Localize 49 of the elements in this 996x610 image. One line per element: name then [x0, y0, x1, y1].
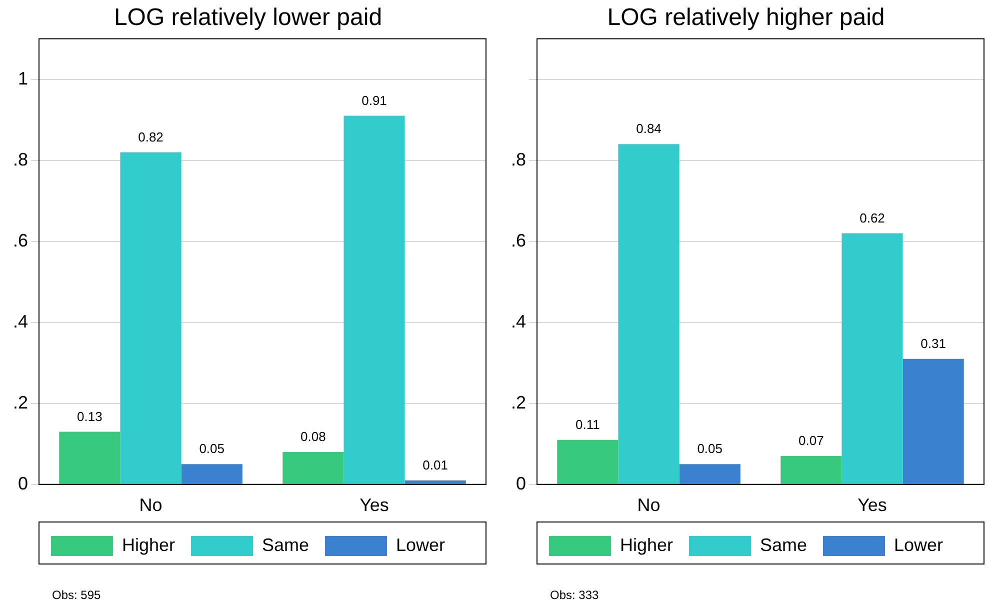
y-tick-label: .2: [12, 392, 28, 412]
bar: [282, 452, 344, 484]
legend-label: Higher: [620, 534, 673, 555]
y-tick-label: .4: [12, 311, 28, 332]
bar: [679, 464, 740, 484]
legend-label: Same: [262, 534, 310, 555]
text: Obs: 333: [550, 588, 599, 602]
bar: [404, 480, 466, 484]
bar: [780, 456, 842, 484]
x-tick-label: Yes: [360, 495, 389, 516]
y-tick-label: .6: [510, 230, 526, 250]
bar: [120, 152, 182, 484]
y-tick-label: 0: [18, 473, 28, 494]
data-label: 0.82: [138, 129, 164, 144]
data-label: 0.07: [798, 433, 824, 448]
bar: [902, 358, 964, 484]
bar: [181, 464, 242, 484]
bar: [557, 440, 618, 484]
chart-title: LOG relatively lower paid: [114, 4, 382, 32]
data-label: 0.08: [300, 429, 326, 444]
y-tick-label: 1: [18, 68, 28, 88]
y-tick-label: .8: [510, 149, 526, 170]
y-tick-label: .2: [510, 392, 526, 412]
data-label: 0.84: [636, 121, 662, 136]
data-label: 0.91: [362, 92, 387, 108]
y-tick-label: .6: [12, 230, 28, 250]
bar: [59, 432, 120, 484]
y-tick-label: 0: [516, 473, 526, 494]
x-tick-label: No: [139, 495, 162, 516]
legend-label: Lower: [396, 534, 446, 555]
text: Obs: 595: [52, 588, 101, 602]
chart-title: LOG relatively higher paid: [607, 4, 885, 32]
data-label: 0.01: [422, 457, 448, 472]
data-label: 0.13: [77, 408, 102, 424]
y-tick-label: .4: [510, 311, 526, 332]
data-label: 0.11: [576, 416, 600, 432]
data-label: 0.05: [199, 441, 225, 456]
y-tick-label: .8: [12, 149, 28, 170]
data-label: 0.05: [697, 441, 723, 456]
legend-label: Same: [760, 534, 808, 555]
legend-label: Higher: [122, 534, 175, 555]
bar: [842, 233, 903, 484]
bar: [618, 144, 680, 484]
x-tick-label: Yes: [858, 495, 887, 516]
legend-label: Lower: [894, 534, 944, 555]
bar: [344, 116, 405, 484]
data-label: 0.31: [920, 336, 946, 351]
x-tick-label: No: [637, 495, 660, 516]
data-label: 0.62: [860, 210, 885, 226]
